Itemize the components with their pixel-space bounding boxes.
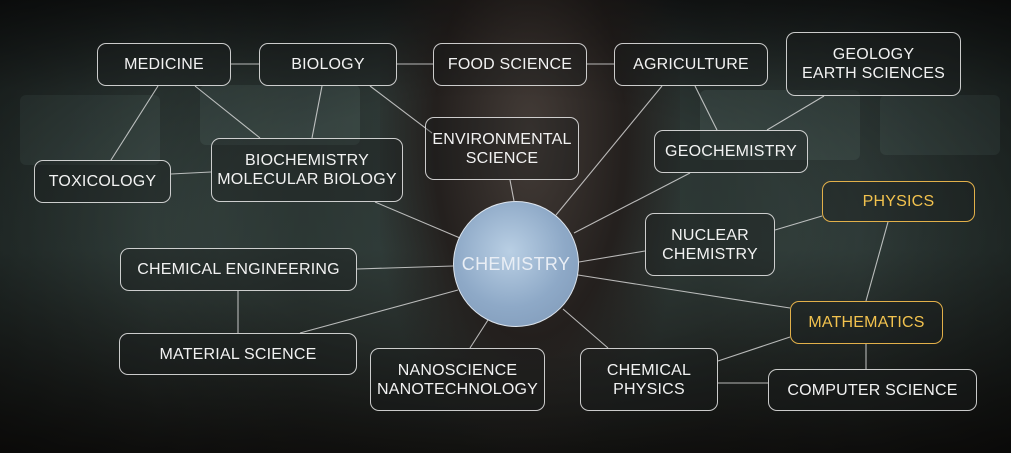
node-chemical-physics: CHEMICAL PHYSICS <box>580 348 718 411</box>
node-geochemistry: GEOCHEMISTRY <box>654 130 808 173</box>
node-geology-line-1: GEOLOGY <box>832 46 915 63</box>
connector-mathematics-chemical-physics <box>717 336 791 362</box>
node-nanoscience-line-1: NANOSCIENCE <box>397 361 518 379</box>
connector-material-science-hub <box>299 289 459 334</box>
connector-nuclear-hub <box>578 250 646 263</box>
node-environmental-science: ENVIRONMENTAL SCIENCE <box>425 117 579 180</box>
connector-agriculture-hub <box>555 85 663 216</box>
node-nanoscience-line-2: NANOTECHNOLOGY <box>376 380 539 398</box>
node-physics: PHYSICS <box>822 181 975 222</box>
node-agriculture: AGRICULTURE <box>614 43 768 86</box>
node-nuclear-chemistry: NUCLEAR CHEMISTRY <box>645 213 775 276</box>
hub-label: CHEMISTRY <box>461 253 571 274</box>
node-computer-science-line-1: COMPUTER SCIENCE <box>787 381 958 399</box>
node-food-science-line-1: FOOD SCIENCE <box>447 56 573 73</box>
connector-biology-environmental <box>369 85 433 134</box>
connector-geochemistry-hub <box>573 172 691 234</box>
node-computer-science: COMPUTER SCIENCE <box>768 369 977 411</box>
node-nanoscience: NANOSCIENCE NANOTECHNOLOGY <box>370 348 545 411</box>
node-material-science-line-1: MATERIAL SCIENCE <box>159 345 317 363</box>
node-biochemistry-line-1: BIOCHEMISTRY <box>245 152 369 169</box>
node-medicine-line-1: MEDICINE <box>124 56 204 73</box>
node-geology-line-2: EARTH SCIENCES <box>802 65 945 82</box>
node-chemical-physics-line-2: PHYSICS <box>613 380 685 398</box>
node-nuclear-line-1: NUCLEAR <box>671 226 749 244</box>
node-environmental-line-1: ENVIRONMENTAL <box>432 130 572 148</box>
connector-toxicology-biochemistry <box>170 171 212 175</box>
node-chemical-engineering: CHEMICAL ENGINEERING <box>120 248 357 291</box>
connector-chemical-engineering-hub <box>356 265 454 270</box>
connector-mathematics-hub <box>577 274 791 309</box>
node-mathematics: MATHEMATICS <box>790 301 943 344</box>
node-geochemistry-line-1: GEOCHEMISTRY <box>665 143 797 160</box>
connector-biology-biochemistry <box>311 85 323 139</box>
connector-medicine-biochemistry <box>194 85 261 139</box>
connector-nuclear-physics <box>774 215 823 231</box>
node-toxicology-line-1: TOXICOLOGY <box>48 173 157 190</box>
connector-biochemistry-hub <box>374 201 461 239</box>
node-chemical-engineering-line-1: CHEMICAL ENGINEERING <box>137 261 340 278</box>
node-nuclear-line-2: CHEMISTRY <box>662 245 758 263</box>
connector-nanoscience-hub <box>469 319 489 349</box>
node-agriculture-line-1: AGRICULTURE <box>633 56 749 73</box>
connector-environmental-hub <box>509 179 515 202</box>
node-biochemistry-line-2: MOLECULAR BIOLOGY <box>217 171 397 188</box>
connector-physics-mathematics <box>865 221 889 302</box>
node-biology-line-1: BIOLOGY <box>291 56 365 73</box>
connector-medicine-toxicology <box>110 85 159 161</box>
node-medicine: MEDICINE <box>97 43 231 86</box>
node-geology: GEOLOGY EARTH SCIENCES <box>786 32 961 96</box>
node-physics-line-1: PHYSICS <box>862 193 935 210</box>
connector-chemical-physics-hub <box>562 308 609 349</box>
node-chemical-physics-line-1: CHEMICAL <box>606 361 692 379</box>
node-material-science: MATERIAL SCIENCE <box>119 333 357 375</box>
node-biology: BIOLOGY <box>259 43 397 86</box>
node-biochemistry: BIOCHEMISTRY MOLECULAR BIOLOGY <box>211 138 403 202</box>
node-mathematics-line-1: MATHEMATICS <box>808 314 925 331</box>
node-food-science: FOOD SCIENCE <box>433 43 587 86</box>
node-environmental-line-2: SCIENCE <box>465 149 539 167</box>
connector-geology-geochemistry <box>766 95 825 131</box>
node-toxicology: TOXICOLOGY <box>34 160 171 203</box>
hub-chemistry: CHEMISTRY <box>453 201 579 327</box>
connector-agriculture-geochemistry <box>694 85 718 131</box>
